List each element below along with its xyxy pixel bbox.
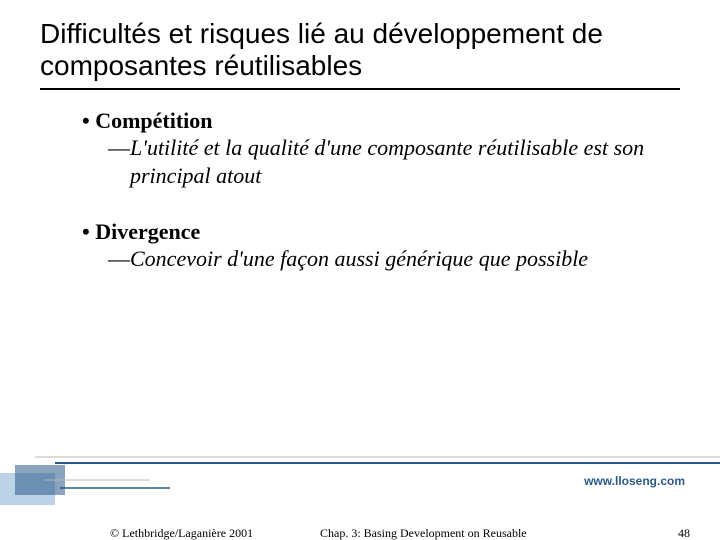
content-area: Compétition L'utilité et la qualité d'un… [40, 108, 690, 273]
url-text: www.lloseng.com [584, 474, 685, 488]
bullet-sub: L'utilité et la qualité d'une composante… [104, 134, 670, 189]
bullet-item: Compétition L'utilité et la qualité d'un… [82, 108, 670, 189]
bullet-sub: Concevoir d'une façon aussi générique qu… [104, 245, 670, 273]
copyright-text: © Lethbridge/Laganière 2001 [110, 526, 253, 540]
chapter-text: Chap. 3: Basing Development on Reusable [320, 526, 527, 540]
title-underline [40, 88, 680, 90]
bullet-head: Compétition [82, 108, 670, 134]
slide-title: Difficultés et risques lié au développem… [40, 18, 690, 82]
page-number: 48 [678, 526, 690, 540]
bullet-head: Divergence [82, 219, 670, 245]
bullet-item: Divergence Concevoir d'une façon aussi g… [82, 219, 670, 273]
